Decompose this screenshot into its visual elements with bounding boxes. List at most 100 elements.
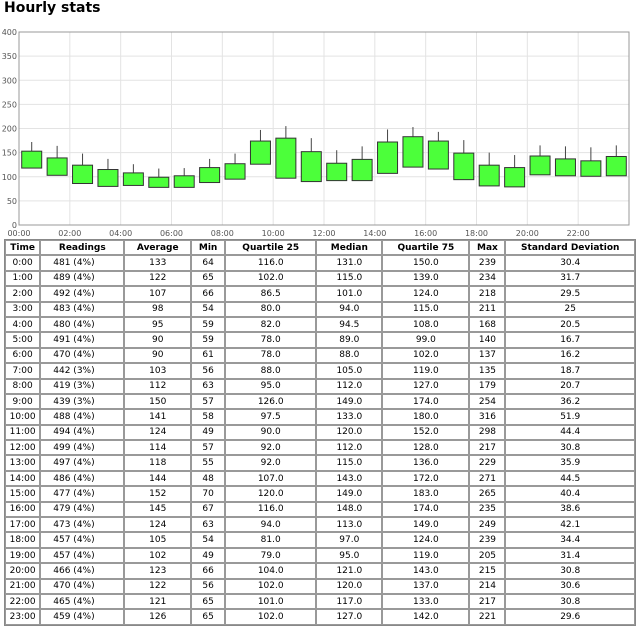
table-row: 6:00 470 (4%) 90 61 78.0 88.0 102.0 137 16.2	[5, 347, 635, 364]
table-cell: 470 (4%)	[40, 578, 125, 594]
table-cell: 9:00	[5, 393, 41, 410]
table-cell: 217	[469, 593, 506, 610]
table-cell: 12:00	[5, 440, 41, 456]
table-cell: 271	[469, 470, 506, 487]
table-cell: 483 (4%)	[40, 301, 125, 317]
column-header: Max	[469, 240, 506, 256]
table-cell: 108.0	[382, 316, 470, 333]
table-cell: 29.5	[505, 286, 635, 302]
table-cell: 61	[191, 347, 226, 364]
candle-box	[97, 169, 119, 187]
table-cell: 20.5	[505, 316, 635, 333]
table-cell: 124	[124, 517, 192, 533]
table-cell: 254	[469, 393, 506, 410]
x-tick-label: 12:00	[312, 229, 335, 238]
table-cell: 44.5	[505, 470, 635, 487]
table-cell: 30.8	[505, 593, 635, 610]
table-cell: 94.5	[316, 316, 383, 333]
table-cell: 104.0	[225, 563, 317, 579]
table-cell: 103	[124, 363, 192, 379]
x-tick-label: 16:00	[414, 229, 437, 238]
candle-box	[554, 158, 576, 177]
table-cell: 14:00	[5, 470, 41, 487]
table-cell: 116.0	[225, 255, 317, 271]
table-cell: 133	[124, 255, 192, 271]
table-row: 3:00 483 (4%) 98 54 80.0 94.0 115.0 211 25	[5, 301, 635, 317]
y-tick-label: 350	[2, 52, 17, 61]
column-header: Min	[191, 240, 226, 256]
table-cell: 122	[124, 578, 192, 594]
table-cell: 105.0	[316, 363, 383, 379]
table-cell: 121.0	[316, 563, 383, 579]
table-cell: 150	[124, 393, 192, 410]
table-cell: 139.0	[382, 270, 470, 287]
y-tick-label: 150	[2, 149, 17, 158]
y-tick-label: 0	[12, 221, 17, 230]
table-cell: 22:00	[5, 593, 41, 610]
table-cell: 144	[124, 470, 192, 487]
table-row: 17:00 473 (4%) 124 63 94.0 113.0 149.0 249 42.1	[5, 517, 635, 533]
table-cell: 481 (4%)	[40, 255, 125, 271]
x-tick-label: 10:00	[262, 229, 285, 238]
table-cell: 19:00	[5, 547, 41, 564]
table-cell: 5:00	[5, 332, 41, 348]
table-cell: 16:00	[5, 501, 41, 518]
table-cell: 56	[191, 363, 226, 379]
table-cell: 30.8	[505, 440, 635, 456]
candle-box	[605, 155, 627, 177]
table-cell: 30.6	[505, 578, 635, 594]
table-cell: 44.4	[505, 424, 635, 441]
table-cell: 124.0	[382, 532, 470, 548]
table-cell: 137.0	[382, 578, 470, 594]
table-cell: 457 (4%)	[40, 547, 125, 564]
candle-box	[580, 160, 602, 177]
table-row: 12:00 499 (4%) 114 57 92.0 112.0 128.0 217 30.8	[5, 440, 635, 456]
table-row: 5:00 491 (4%) 90 59 78.0 89.0 99.0 140 16.7	[5, 332, 635, 348]
table-cell: 59	[191, 316, 226, 333]
y-tick-label: 50	[7, 197, 17, 206]
table-cell: 239	[469, 532, 506, 548]
table-cell: 98	[124, 301, 192, 317]
table-cell: 78.0	[225, 332, 317, 348]
table-cell: 480 (4%)	[40, 316, 125, 333]
table-cell: 4:00	[5, 316, 41, 333]
table-cell: 115.0	[316, 455, 383, 471]
table-cell: 465 (4%)	[40, 593, 125, 610]
candle-box	[351, 158, 373, 182]
table-cell: 66	[191, 563, 226, 579]
table-cell: 124.0	[382, 286, 470, 302]
plot-border	[18, 31, 630, 226]
table-row: 19:00 457 (4%) 102 49 79.0 95.0 119.0 205 31.4	[5, 547, 635, 564]
x-tick-label: 14:00	[363, 229, 386, 238]
candle-box	[21, 150, 43, 169]
table-cell: 89.0	[316, 332, 383, 348]
table-cell: 30.8	[505, 563, 635, 579]
table-cell: 126.0	[225, 393, 317, 410]
table-cell: 112.0	[316, 378, 383, 394]
candlestick-chart: 0 50 100 150 200 250 300 350 400 00:00 02:00 04:00 0…	[2, 28, 630, 238]
table-cell: 94.0	[225, 517, 317, 533]
column-header: Standard Deviation	[505, 240, 635, 256]
column-header: Average	[124, 240, 192, 256]
table-cell: 11:00	[5, 424, 41, 441]
table-cell: 128.0	[382, 440, 470, 456]
table-cell: 63	[191, 517, 226, 533]
table-cell: 457 (4%)	[40, 532, 125, 548]
table-cell: 135	[469, 363, 506, 379]
candle-box	[326, 162, 348, 182]
candle-box	[453, 152, 475, 181]
table-cell: 124	[124, 424, 192, 441]
table-cell: 20.7	[505, 378, 635, 394]
table-cell: 92.0	[225, 440, 317, 456]
table-cell: 90.0	[225, 424, 317, 441]
table-row: 10:00 488 (4%) 141 58 97.5 133.0 180.0 316 51.9	[5, 409, 635, 425]
table-cell: 470 (4%)	[40, 347, 125, 364]
candle-box	[199, 167, 221, 184]
table-cell: 95.0	[225, 378, 317, 394]
table-cell: 466 (4%)	[40, 563, 125, 579]
table-cell: 95	[124, 316, 192, 333]
table-cell: 86.5	[225, 286, 317, 302]
table-cell: 59	[191, 332, 226, 348]
table-cell: 499 (4%)	[40, 440, 125, 456]
table-cell: 90	[124, 332, 192, 348]
